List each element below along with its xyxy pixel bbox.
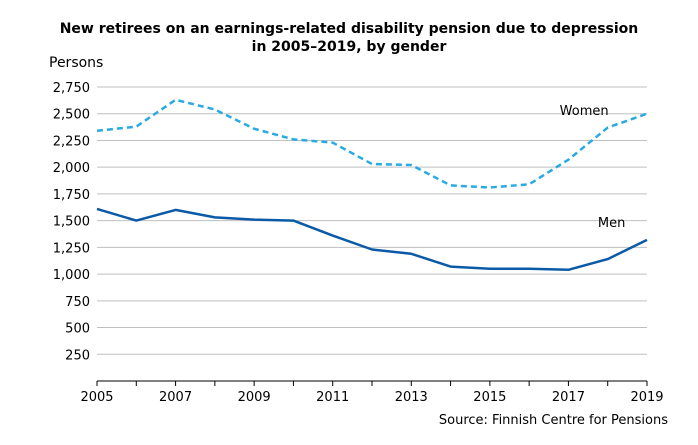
x-tick-label: 2007	[159, 390, 192, 405]
x-tick-label: 2015	[473, 390, 506, 405]
y-tick-label: 750	[65, 295, 90, 310]
y-tick-label: 1,750	[53, 188, 90, 203]
axes	[96, 380, 648, 386]
series-line-men	[96, 207, 648, 272]
y-tick-label: 2,750	[53, 81, 90, 96]
gridlines	[97, 86, 647, 355]
series-label-women: Women	[560, 104, 609, 119]
y-tick-label: 1,500	[53, 215, 90, 230]
series-label-men: Men	[598, 216, 625, 231]
y-tick-label: 1,000	[53, 268, 90, 283]
y-axis-label: Persons	[49, 55, 104, 71]
source-note: Source: Finnish Centre for Pensions	[438, 413, 668, 428]
y-tick-label: 2,000	[53, 161, 90, 176]
x-tick-label: 2017	[552, 390, 585, 405]
y-tick-label: 500	[65, 322, 90, 337]
chart-title: New retirees on an earnings-related disa…	[0, 20, 698, 56]
x-tick-label: 2013	[395, 390, 428, 405]
y-tick-label: 2,500	[53, 108, 90, 123]
series	[96, 98, 648, 272]
chart-title-line-1: New retirees on an earnings-related disa…	[59, 21, 639, 37]
y-tick-label: 2,250	[53, 134, 90, 149]
x-tick-label: 2009	[238, 390, 271, 405]
y-tick-label: 1,250	[53, 241, 90, 256]
chart-title-line-2: in 2005–2019, by gender	[251, 39, 447, 55]
series-line-women	[96, 98, 648, 189]
x-tick-label: 2019	[630, 390, 663, 405]
labels: 250 500 750 1,000 1,250 1,500 1,750 2,000 2,250 2…	[53, 81, 664, 405]
y-tick-label: 250	[65, 348, 90, 363]
x-tick-label: 2011	[316, 390, 349, 405]
x-tick-label: 2005	[80, 390, 113, 405]
